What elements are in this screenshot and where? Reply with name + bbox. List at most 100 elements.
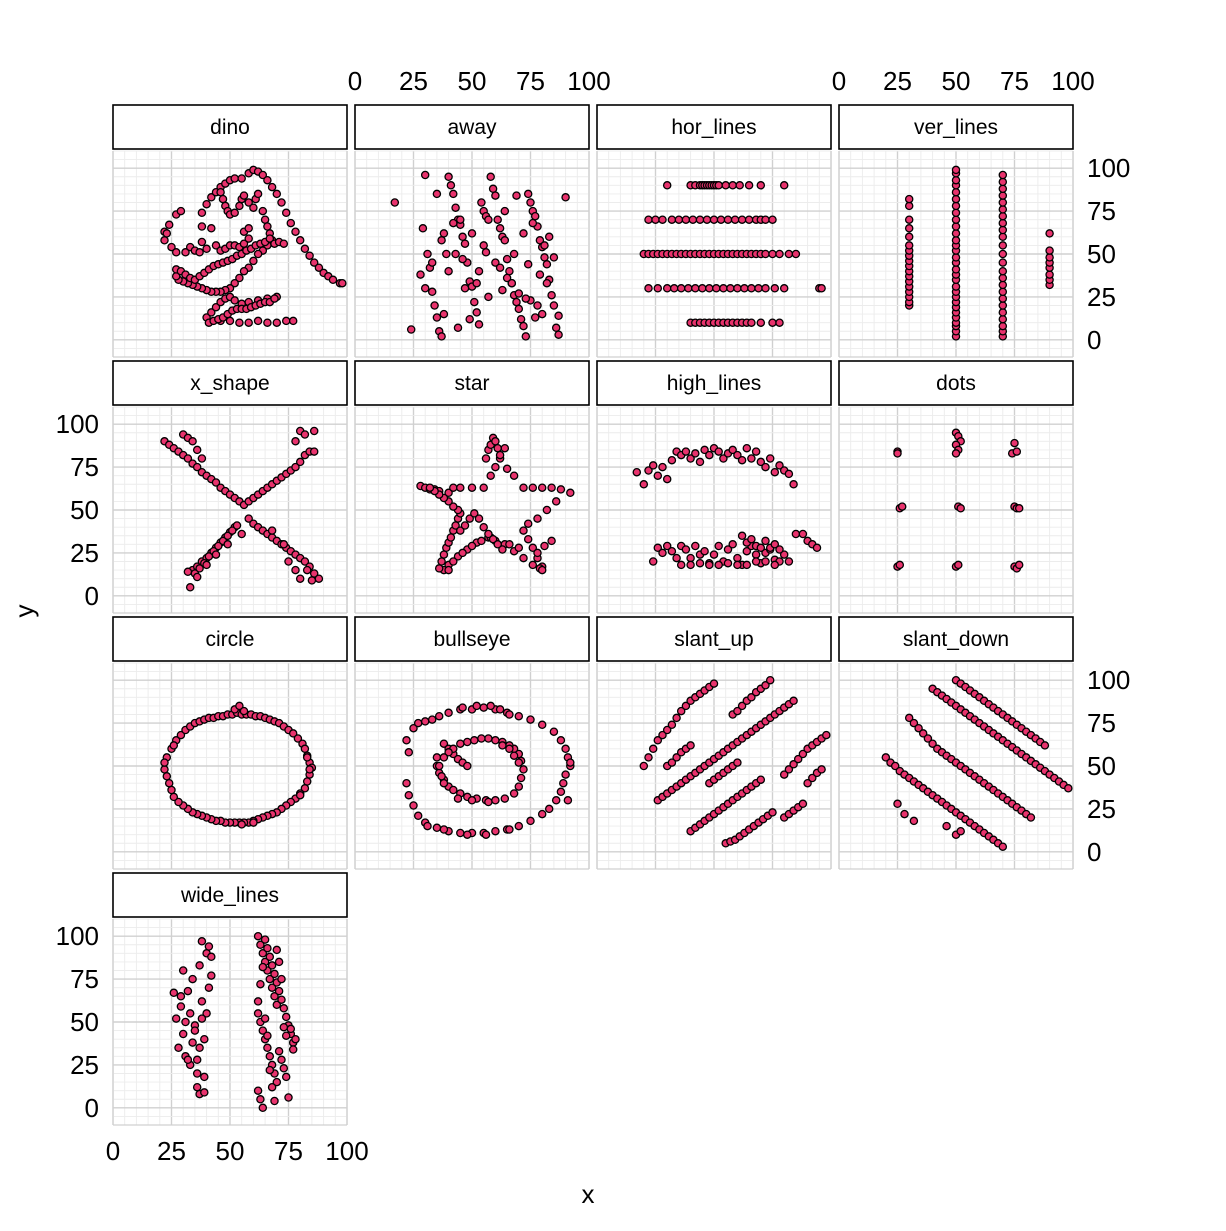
data-point <box>181 248 190 257</box>
data-point <box>277 995 286 1004</box>
data-point <box>662 474 672 484</box>
data-point <box>442 249 451 259</box>
panel-bullseye: bullseye <box>354 616 590 870</box>
data-point <box>249 203 258 212</box>
y-tick-label: 100 <box>1087 153 1130 183</box>
data-point <box>644 753 653 762</box>
facet-label: ver_lines <box>914 116 998 139</box>
data-point <box>761 284 770 293</box>
y-tick-label: 100 <box>56 921 99 951</box>
data-point <box>474 266 484 276</box>
data-point <box>765 675 775 685</box>
data-point <box>239 191 249 200</box>
data-point <box>314 574 324 583</box>
data-point <box>676 560 686 570</box>
data-point <box>253 931 263 941</box>
data-point <box>286 1024 296 1034</box>
data-point <box>467 229 477 238</box>
data-point <box>998 249 1008 259</box>
data-point <box>300 744 310 754</box>
data-point <box>770 540 780 549</box>
data-point <box>263 318 272 327</box>
data-point <box>274 1046 284 1056</box>
data-point <box>491 796 500 805</box>
data-point <box>733 553 742 563</box>
panel-circle: circle <box>112 616 348 870</box>
data-point <box>998 225 1008 235</box>
data-point <box>277 198 286 207</box>
data-point <box>253 997 263 1006</box>
data-point <box>164 220 174 230</box>
data-point <box>244 224 253 233</box>
data-point <box>533 548 542 558</box>
data-point <box>669 284 679 293</box>
data-point <box>162 772 172 781</box>
data-point <box>514 758 524 767</box>
panel-hor-lines: hor_lines <box>596 104 832 358</box>
data-point <box>202 1009 211 1018</box>
data-point <box>521 294 531 303</box>
data-point <box>528 483 538 492</box>
data-point <box>674 215 684 224</box>
data-point <box>449 502 458 511</box>
data-point <box>500 443 510 453</box>
data-point <box>756 318 766 327</box>
data-point <box>481 830 491 839</box>
panel-points <box>160 701 317 829</box>
panel-points <box>160 165 347 327</box>
data-point <box>460 521 470 530</box>
data-point <box>437 236 446 245</box>
data-point <box>505 266 514 276</box>
data-point <box>648 461 658 470</box>
data-point <box>479 522 488 532</box>
data-point <box>286 218 296 228</box>
data-point <box>484 215 493 224</box>
data-point <box>502 254 512 264</box>
data-point <box>500 206 510 216</box>
data-point <box>484 797 493 807</box>
data-point <box>998 273 1008 283</box>
data-point <box>897 502 907 511</box>
data-point <box>272 318 282 327</box>
panel-points <box>160 426 324 592</box>
data-point <box>244 514 253 523</box>
data-point <box>244 318 253 327</box>
panel-dots: dots <box>838 360 1074 614</box>
data-point <box>439 778 449 788</box>
data-point <box>705 450 714 460</box>
data-point <box>551 796 561 805</box>
data-point <box>761 462 770 472</box>
data-point <box>460 239 470 248</box>
data-point <box>526 816 535 826</box>
y-axis-title: y <box>9 605 39 618</box>
data-point <box>420 170 430 180</box>
data-point <box>449 483 458 492</box>
data-point <box>676 706 686 716</box>
data-point <box>446 181 456 190</box>
data-point <box>702 215 712 224</box>
data-point <box>309 447 319 456</box>
data-point <box>181 1017 190 1027</box>
facet-label: circle <box>205 628 254 651</box>
data-point <box>270 1096 279 1106</box>
y-tick-label: 0 <box>1087 325 1101 355</box>
data-point <box>662 725 672 735</box>
data-point <box>258 206 268 216</box>
data-point <box>502 464 512 474</box>
data-point <box>667 758 677 767</box>
data-point <box>202 244 211 254</box>
data-point <box>491 437 500 446</box>
facet-strip <box>838 360 1074 406</box>
panel-grid <box>354 662 590 870</box>
data-point <box>765 454 775 463</box>
data-point <box>427 258 437 267</box>
data-point <box>509 471 519 480</box>
data-point <box>544 232 554 242</box>
data-point <box>561 744 570 754</box>
data-point <box>192 1082 202 1092</box>
data-point <box>176 992 186 1001</box>
data-point <box>495 224 505 233</box>
data-point <box>295 574 305 583</box>
data-point <box>951 208 961 218</box>
